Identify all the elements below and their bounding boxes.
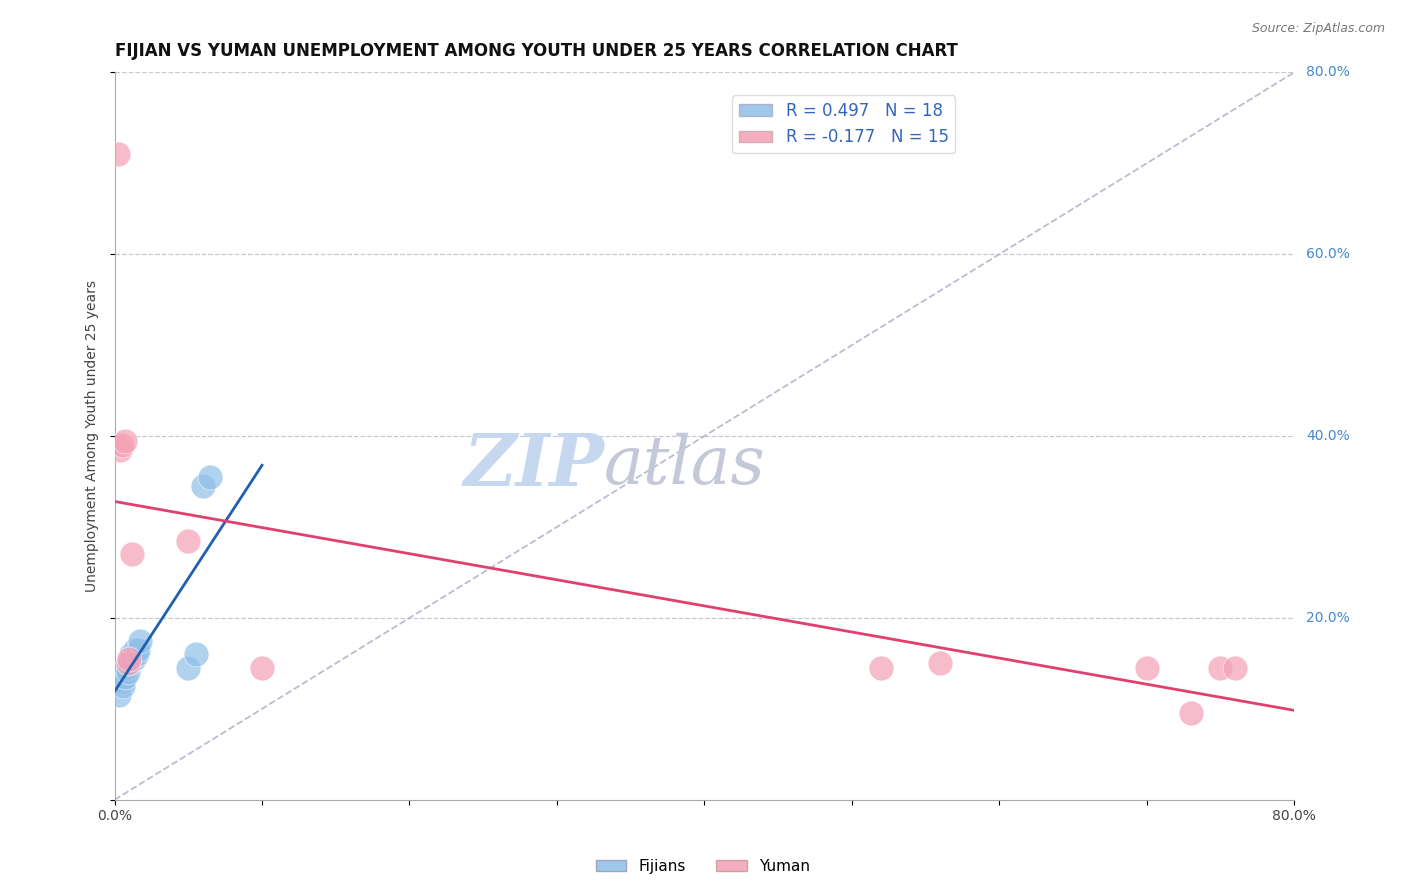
Text: FIJIAN VS YUMAN UNEMPLOYMENT AMONG YOUTH UNDER 25 YEARS CORRELATION CHART: FIJIAN VS YUMAN UNEMPLOYMENT AMONG YOUTH… [114, 42, 957, 60]
Text: ZIP: ZIP [463, 430, 605, 500]
Point [121, 547, 143, 561]
Text: atlas: atlas [605, 433, 766, 498]
Text: Source: ZipAtlas.com: Source: ZipAtlas.com [1251, 22, 1385, 36]
Point [111, 674, 134, 689]
Point [1209, 661, 1232, 675]
Point [1180, 706, 1202, 721]
Text: 60.0%: 60.0% [1306, 247, 1350, 261]
Point [121, 652, 143, 666]
Point [200, 470, 222, 484]
Point [112, 679, 135, 693]
Point [107, 147, 129, 161]
Point [929, 657, 952, 671]
Point [111, 438, 134, 452]
Point [117, 657, 139, 671]
Point [128, 633, 150, 648]
Legend: R = 0.497   N = 18, R = -0.177   N = 15: R = 0.497 N = 18, R = -0.177 N = 15 [733, 95, 956, 153]
Point [191, 479, 214, 493]
Point [122, 652, 145, 666]
Point [250, 661, 273, 675]
Point [108, 688, 131, 702]
Point [118, 657, 141, 671]
Point [127, 642, 149, 657]
Legend: Fijians, Yuman: Fijians, Yuman [589, 853, 817, 880]
Point [870, 661, 893, 675]
Point [115, 661, 138, 675]
Point [120, 648, 142, 662]
Point [177, 661, 200, 675]
Point [114, 670, 136, 684]
Point [184, 648, 207, 662]
Point [177, 533, 200, 548]
Point [1136, 661, 1159, 675]
Y-axis label: Unemployment Among Youth under 25 years: Unemployment Among Youth under 25 years [86, 280, 100, 592]
Point [114, 434, 136, 448]
Point [118, 652, 141, 666]
Text: 20.0%: 20.0% [1306, 611, 1350, 625]
Point [117, 665, 139, 680]
Text: 80.0%: 80.0% [1306, 65, 1350, 79]
Point [1223, 661, 1246, 675]
Point [124, 642, 146, 657]
Text: 40.0%: 40.0% [1306, 429, 1350, 443]
Point [110, 442, 132, 457]
Point [125, 648, 148, 662]
